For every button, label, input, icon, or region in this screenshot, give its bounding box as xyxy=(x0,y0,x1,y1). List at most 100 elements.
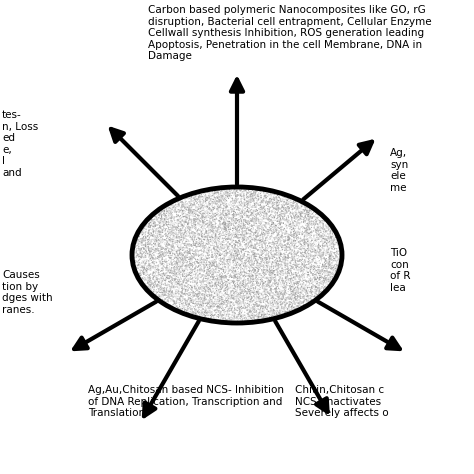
Point xyxy=(215,262,223,269)
Point xyxy=(180,277,188,284)
Point xyxy=(240,191,247,199)
Point xyxy=(211,311,219,319)
Point xyxy=(233,251,240,259)
Point xyxy=(219,276,227,284)
Point xyxy=(296,253,304,260)
Point xyxy=(185,224,193,231)
Point xyxy=(278,204,285,212)
Point xyxy=(223,301,230,309)
Point xyxy=(160,221,168,229)
Point xyxy=(292,280,300,287)
Point xyxy=(247,296,255,304)
Point xyxy=(247,275,255,283)
Point xyxy=(175,288,182,295)
Point xyxy=(233,233,240,241)
Point xyxy=(179,239,186,246)
Point xyxy=(218,215,225,222)
Point xyxy=(238,307,246,315)
Point xyxy=(286,283,293,290)
Point xyxy=(200,252,207,259)
Point xyxy=(270,268,277,275)
Point xyxy=(178,242,185,249)
Point xyxy=(132,257,140,264)
Point xyxy=(144,232,151,240)
Point xyxy=(270,223,277,230)
Point xyxy=(186,202,193,210)
Point xyxy=(289,200,297,207)
Point xyxy=(294,266,302,274)
Point xyxy=(318,249,325,257)
Point xyxy=(206,216,214,223)
Point xyxy=(306,215,313,223)
Point xyxy=(216,203,224,211)
Point xyxy=(265,290,273,297)
Point xyxy=(210,260,218,267)
Point xyxy=(271,228,279,235)
Point xyxy=(219,219,227,227)
Point xyxy=(209,276,217,283)
Point xyxy=(173,306,180,313)
Point xyxy=(178,228,186,236)
Point xyxy=(235,264,243,272)
Point xyxy=(169,202,177,210)
Point xyxy=(276,273,283,281)
Point xyxy=(226,210,233,217)
Point xyxy=(327,264,335,271)
Point xyxy=(226,228,233,235)
Point xyxy=(249,312,256,320)
Point xyxy=(266,254,274,262)
Point xyxy=(211,263,219,271)
Point xyxy=(138,270,146,277)
Point xyxy=(274,204,282,212)
Point xyxy=(251,266,258,274)
Point xyxy=(299,246,307,254)
Point xyxy=(268,270,275,278)
Point xyxy=(215,291,223,298)
Point xyxy=(335,261,342,268)
Point xyxy=(159,245,166,253)
Point xyxy=(280,257,288,265)
Point xyxy=(222,316,230,323)
Point xyxy=(157,227,165,235)
Point xyxy=(324,238,331,246)
Point xyxy=(322,257,329,265)
Point xyxy=(236,273,244,281)
Point xyxy=(224,207,231,215)
Point xyxy=(287,224,295,231)
Point xyxy=(189,253,196,261)
Point xyxy=(223,242,230,250)
Point xyxy=(189,309,197,317)
Point xyxy=(176,297,184,304)
Point xyxy=(232,284,239,292)
Point xyxy=(278,208,285,215)
Point xyxy=(214,250,221,258)
Point xyxy=(278,296,286,303)
Point xyxy=(247,238,255,246)
Point xyxy=(320,263,328,270)
Point xyxy=(164,296,171,304)
Point xyxy=(245,220,252,228)
Point xyxy=(167,229,174,237)
Point xyxy=(252,199,260,207)
Point xyxy=(222,226,229,234)
Point xyxy=(273,309,280,317)
Point xyxy=(224,206,231,214)
Point xyxy=(160,289,167,296)
Point xyxy=(162,258,169,265)
Point xyxy=(317,217,324,225)
Point xyxy=(173,279,180,286)
Point xyxy=(238,269,246,277)
Point xyxy=(190,253,198,261)
Point xyxy=(220,300,228,308)
Point xyxy=(314,227,322,235)
Point xyxy=(198,210,206,218)
Point xyxy=(160,207,167,215)
Point xyxy=(219,195,226,203)
Point xyxy=(182,243,190,251)
Point xyxy=(247,241,255,249)
Point xyxy=(271,201,279,209)
Point xyxy=(223,261,231,269)
Point xyxy=(198,292,206,299)
Point xyxy=(173,270,180,278)
Point xyxy=(186,305,194,312)
